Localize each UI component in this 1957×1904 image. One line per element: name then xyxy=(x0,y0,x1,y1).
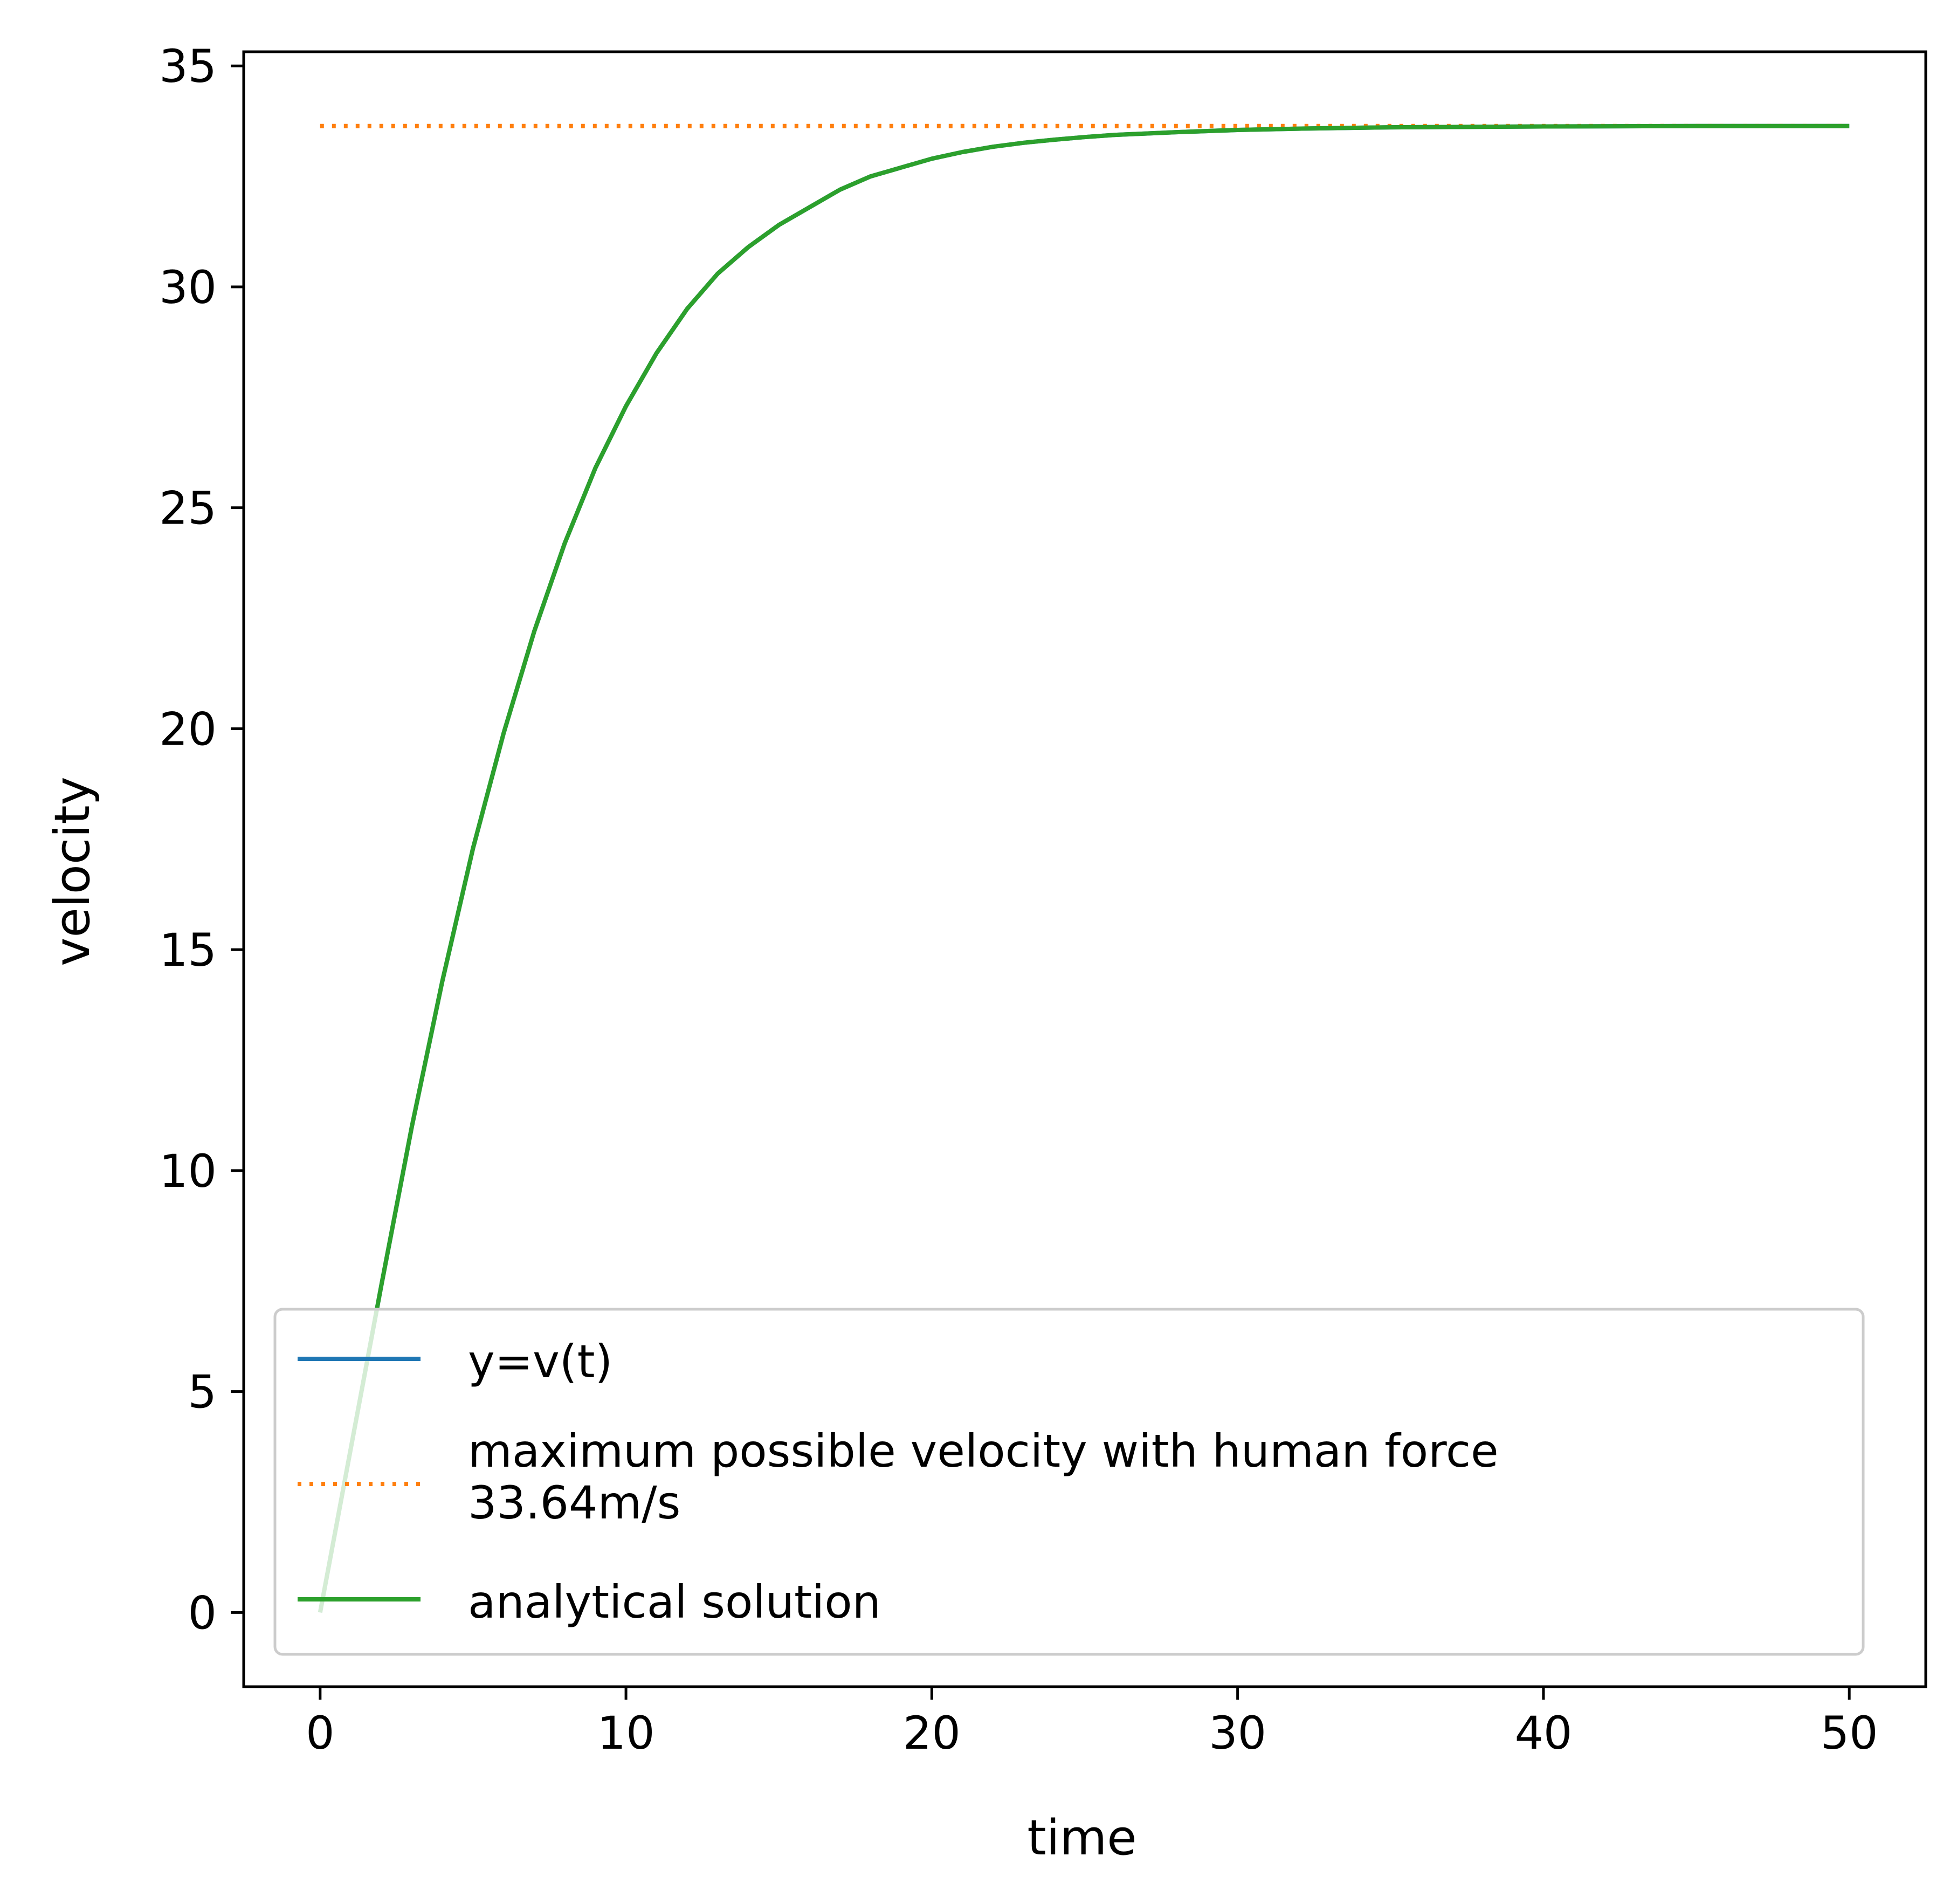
x-tick-label: 10 xyxy=(597,1707,655,1759)
y-tick-label: 20 xyxy=(159,703,217,755)
y-axis-label: velocity xyxy=(44,776,101,966)
y-tick-label: 10 xyxy=(159,1145,217,1198)
x-tick-label: 20 xyxy=(903,1707,961,1759)
x-tick-label: 50 xyxy=(1821,1707,1878,1759)
legend-label-0: y=v(t) xyxy=(468,1335,612,1388)
x-axis-label: time xyxy=(1027,1810,1136,1866)
y-axis: 0 5 10 15 20 25 30 35 xyxy=(159,40,244,1639)
y-tick-label: 5 xyxy=(188,1366,217,1419)
y-tick-label: 30 xyxy=(159,261,217,314)
plot-area xyxy=(318,123,1850,1613)
legend: y=v(t) maximum possible velocity with hum… xyxy=(273,1308,1865,1656)
y-tick-label: 25 xyxy=(159,482,217,535)
y-tick-label: 15 xyxy=(159,924,217,977)
series-line-2 xyxy=(318,123,1850,1613)
legend-label-1: maximum possible velocity with human for… xyxy=(468,1425,1499,1529)
y-tick-label: 0 xyxy=(188,1586,217,1639)
x-axis: 0 10 20 30 40 50 xyxy=(306,1687,1878,1759)
y-tick-label: 35 xyxy=(159,40,217,93)
axes-frame xyxy=(242,50,1927,1688)
x-tick-label: 40 xyxy=(1514,1707,1572,1759)
legend-label-2: analytical solution xyxy=(468,1576,881,1628)
x-tick-label: 0 xyxy=(306,1707,334,1759)
x-tick-label: 30 xyxy=(1209,1707,1266,1759)
legend-box xyxy=(273,1308,1865,1656)
